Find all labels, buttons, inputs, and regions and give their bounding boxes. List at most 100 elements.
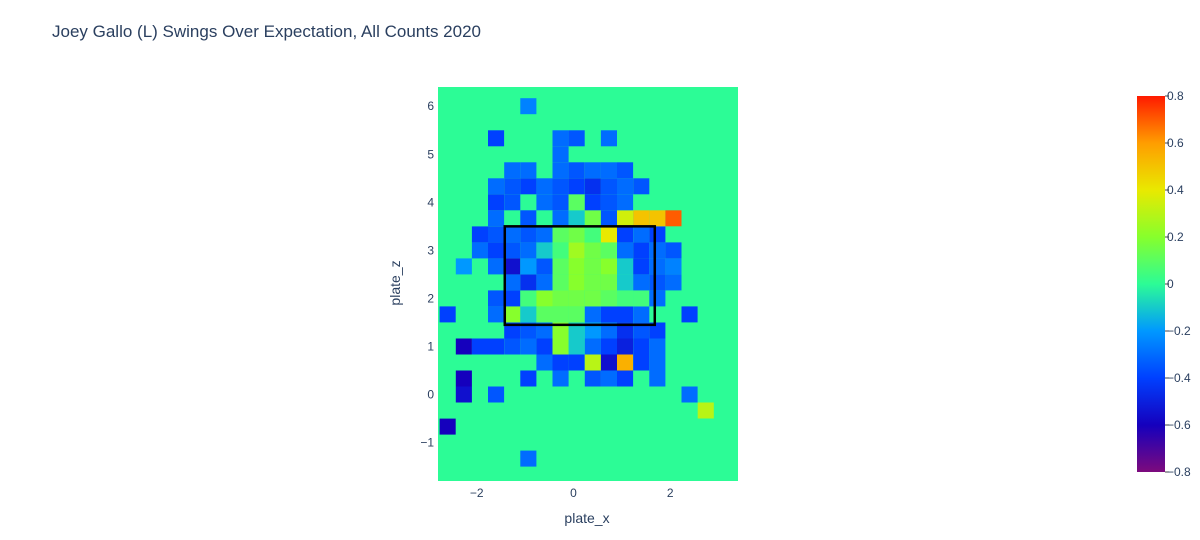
heatmap-cell bbox=[504, 178, 521, 195]
heatmap-cell bbox=[568, 194, 585, 211]
heatmap-cell bbox=[520, 98, 537, 115]
heatmap-cell bbox=[504, 338, 521, 355]
heatmap-cell bbox=[568, 178, 585, 195]
y-tick-label: 5 bbox=[427, 147, 434, 161]
heatmap-cell bbox=[552, 178, 569, 195]
y-tick-label: 2 bbox=[427, 291, 434, 305]
heatmap-cell bbox=[520, 306, 537, 323]
heatmap-cell bbox=[584, 194, 601, 211]
heatmap-cell bbox=[649, 274, 666, 291]
heatmap-cell bbox=[649, 338, 666, 355]
heatmap-cell bbox=[520, 178, 537, 195]
heatmap-cell bbox=[649, 226, 666, 243]
heatmap-cell bbox=[504, 274, 521, 291]
heatmap-cell bbox=[617, 162, 634, 179]
heatmap-cell bbox=[488, 242, 505, 259]
heatmap-cell bbox=[504, 242, 521, 259]
heatmap-cell bbox=[600, 242, 617, 259]
x-axis-ticks: −2 0 2 bbox=[470, 486, 674, 500]
heatmap-cell bbox=[600, 178, 617, 195]
heatmap-cell bbox=[681, 306, 698, 323]
heatmap-cell bbox=[617, 226, 634, 243]
heatmap-cell bbox=[568, 210, 585, 227]
heatmap-cell bbox=[536, 306, 553, 323]
heatmap-cell bbox=[617, 194, 634, 211]
heatmap-cell bbox=[617, 274, 634, 291]
heatmap-cell bbox=[536, 290, 553, 307]
heatmap-cell bbox=[617, 354, 634, 371]
heatmap-cell bbox=[471, 226, 488, 243]
heatmap-cell bbox=[536, 178, 553, 195]
heatmap-cell bbox=[520, 370, 537, 387]
heatmap-cell bbox=[584, 290, 601, 307]
heatmap-cell bbox=[617, 258, 634, 275]
colorbar-tick-label: −0.4 bbox=[1167, 371, 1191, 385]
chart-title: Joey Gallo (L) Swings Over Expectation, … bbox=[52, 22, 481, 41]
heatmap-cell bbox=[600, 210, 617, 227]
heatmap-cell bbox=[552, 130, 569, 147]
heatmap-cell bbox=[439, 418, 456, 435]
heatmap-cell bbox=[488, 194, 505, 211]
heatmap-cell bbox=[649, 322, 666, 339]
heatmap-cell bbox=[455, 370, 472, 387]
heatmap-cell bbox=[552, 258, 569, 275]
y-tick-label: 3 bbox=[427, 243, 434, 257]
heatmap-cell bbox=[568, 258, 585, 275]
heatmap-cell bbox=[665, 242, 682, 259]
heatmap-cell bbox=[600, 226, 617, 243]
heatmap-cell bbox=[600, 194, 617, 211]
heatmap-cell bbox=[649, 370, 666, 387]
heatmap-cell bbox=[439, 306, 456, 323]
heatmap-cell bbox=[536, 354, 553, 371]
heatmap-cell bbox=[488, 290, 505, 307]
heatmap-cell bbox=[552, 370, 569, 387]
heatmap-cell bbox=[633, 354, 650, 371]
y-axis-label: plate_z bbox=[387, 260, 403, 305]
heatmap-cell bbox=[504, 226, 521, 243]
colorbar-tick-label: 0.8 bbox=[1167, 89, 1184, 103]
heatmap-cell bbox=[504, 290, 521, 307]
heatmap-cell bbox=[617, 290, 634, 307]
heatmap-cell bbox=[536, 338, 553, 355]
heatmap-cell bbox=[488, 226, 505, 243]
colorbar-tick-label: −0.6 bbox=[1167, 418, 1191, 432]
heatmap-cell bbox=[584, 354, 601, 371]
heatmap-cell bbox=[600, 306, 617, 323]
heatmap-cell bbox=[617, 370, 634, 387]
heatmap-cell bbox=[520, 338, 537, 355]
heatmap-cell bbox=[617, 306, 634, 323]
heatmap-cell bbox=[552, 290, 569, 307]
heatmap-cell bbox=[600, 370, 617, 387]
heatmap-cell bbox=[633, 178, 650, 195]
heatmap-cell bbox=[536, 194, 553, 211]
heatmap-cell bbox=[552, 162, 569, 179]
heatmap-cell bbox=[633, 210, 650, 227]
heatmap-cell bbox=[455, 338, 472, 355]
heatmap-cell bbox=[600, 354, 617, 371]
heatmap-cell bbox=[488, 306, 505, 323]
heatmap-cell bbox=[520, 322, 537, 339]
heatmap-cell bbox=[536, 210, 553, 227]
heatmap-cell bbox=[520, 258, 537, 275]
heatmap-cell bbox=[617, 242, 634, 259]
heatmap-cell bbox=[552, 146, 569, 163]
heatmap-cell bbox=[568, 162, 585, 179]
heatmap-cell bbox=[455, 258, 472, 275]
y-tick-label: 0 bbox=[427, 388, 434, 402]
heatmap-cell bbox=[520, 274, 537, 291]
heatmap-cell bbox=[568, 338, 585, 355]
heatmap-cell bbox=[617, 322, 634, 339]
heatmap-cell bbox=[520, 226, 537, 243]
heatmap-cell bbox=[584, 274, 601, 291]
heatmap-cell bbox=[633, 226, 650, 243]
colorbar-gradient bbox=[1137, 96, 1165, 472]
heatmap-cell bbox=[600, 338, 617, 355]
x-tick-label: −2 bbox=[470, 486, 484, 500]
y-axis-ticks: −1 0 1 2 3 4 5 6 bbox=[420, 99, 434, 449]
heatmap-cell bbox=[552, 322, 569, 339]
heatmap-cell bbox=[649, 242, 666, 259]
heatmap-cell bbox=[649, 258, 666, 275]
heatmap-cell bbox=[488, 178, 505, 195]
heatmap-cell bbox=[536, 258, 553, 275]
heatmap-cell bbox=[536, 274, 553, 291]
